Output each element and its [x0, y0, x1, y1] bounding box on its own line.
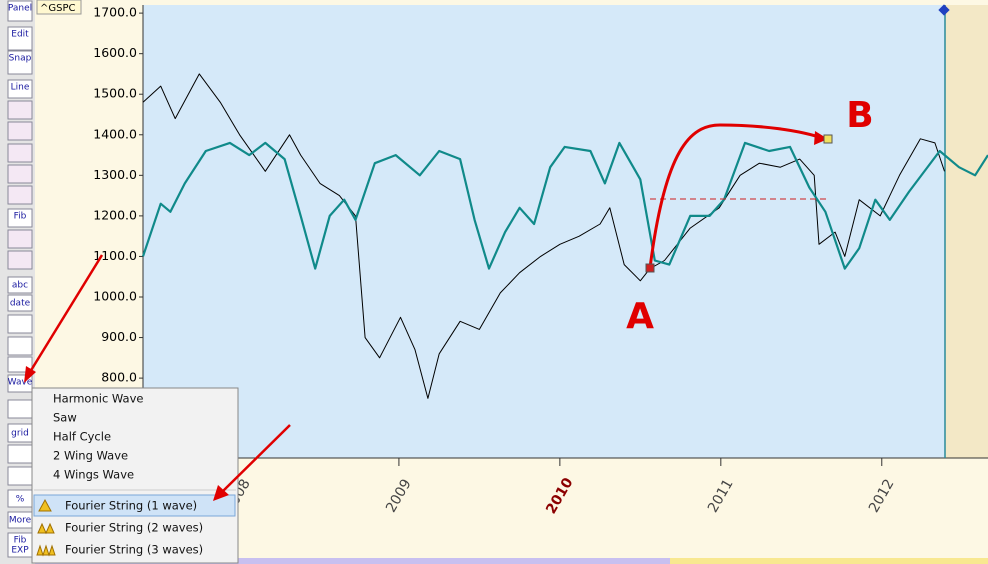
tool-button[interactable]: [7, 250, 33, 270]
y-tick-label: 1600.0: [93, 45, 137, 60]
context-menu: Harmonic Wave Saw Half Cycle 2 Wing Wave…: [31, 387, 239, 564]
annotation: A: [626, 296, 654, 337]
menu-item[interactable]: 4 Wings Wave: [53, 468, 134, 482]
tool-button[interactable]: [7, 229, 33, 249]
tool-button[interactable]: [7, 466, 33, 486]
tool-button[interactable]: [7, 276, 33, 294]
menu-icon: [37, 522, 55, 535]
point-a: [645, 263, 655, 273]
tool-label: date: [10, 299, 31, 309]
menu-item[interactable]: Fourier String (2 waves): [65, 521, 203, 535]
tool-button[interactable]: [7, 164, 33, 184]
y-tick-label: 1500.0: [93, 86, 137, 101]
pointer-arrow: [28, 254, 104, 373]
menu-item[interactable]: Fourier String (3 waves): [65, 543, 203, 557]
tool-button[interactable]: [7, 26, 33, 51]
tool-button[interactable]: [7, 79, 33, 99]
menu-item[interactable]: 2 Wing Wave: [53, 449, 128, 463]
menu-item[interactable]: Saw: [53, 411, 77, 425]
tool-button[interactable]: [7, 314, 33, 334]
plot-area: [143, 5, 945, 458]
tool-button[interactable]: [7, 121, 33, 141]
tool-button[interactable]: [7, 399, 33, 419]
y-tick-label: 800.0: [101, 370, 137, 385]
symbol: ^GSPC: [40, 3, 76, 14]
tool-label: %: [16, 495, 25, 505]
series-line: [142, 73, 945, 399]
pointer-arrow: [221, 424, 291, 493]
tool-label: Wave: [8, 378, 33, 388]
menu-icon: [38, 498, 52, 512]
y-tick-label: 1300.0: [93, 167, 137, 182]
annotation: B: [846, 95, 873, 136]
tool-button[interactable]: [7, 143, 33, 163]
tool-label: Fib: [14, 212, 27, 222]
y-tick-label: 1100.0: [93, 248, 137, 263]
menu-icon: [36, 544, 56, 557]
tool-label: abc: [12, 281, 28, 291]
tool-button[interactable]: [7, 336, 33, 356]
menu-item[interactable]: Fourier String (1 wave): [65, 499, 197, 513]
symbol-box: [36, 0, 82, 15]
tool-label: More: [9, 516, 32, 526]
menu-highlight: [33, 494, 236, 517]
future-area: [945, 5, 988, 458]
y-tick-label: 900.0: [101, 329, 137, 344]
tool-button[interactable]: [7, 50, 33, 75]
y-tick-label: 1400.0: [93, 126, 137, 141]
y-tick-label: 1200.0: [93, 207, 137, 222]
series-line: [141, 141, 988, 270]
tool-button[interactable]: [7, 208, 33, 228]
scroll-thumb[interactable]: [670, 558, 988, 564]
tool-label: Panel: [8, 4, 32, 14]
arrow-head: [213, 485, 229, 501]
tool-label: grid: [11, 429, 29, 439]
menu-bg: [31, 387, 239, 564]
tool-label: Snap: [9, 54, 32, 64]
tool-label: Line: [11, 83, 30, 93]
y-tick-label: 1000.0: [93, 288, 137, 303]
tool-label: EXP: [11, 546, 29, 556]
tool-button[interactable]: [7, 532, 33, 558]
tool-button[interactable]: [7, 0, 33, 22]
tool-label: Edit: [11, 30, 29, 40]
tool-label: Fib: [14, 536, 27, 546]
toolbar: Panel Edit Snap Line Fib abc date Wave g…: [0, 0, 35, 564]
arrow-head: [814, 131, 828, 145]
menu-item[interactable]: Harmonic Wave: [53, 392, 143, 406]
tool-button[interactable]: [7, 185, 33, 205]
y-tick-label: 1700.0: [93, 5, 137, 20]
tool-button[interactable]: [7, 294, 33, 312]
arrow-head: [24, 366, 36, 383]
tool-button[interactable]: [7, 444, 33, 464]
scroll-track: [0, 558, 670, 564]
menu-item[interactable]: Half Cycle: [53, 430, 111, 444]
point-b: [823, 134, 833, 144]
curve-arrow: [648, 123, 826, 269]
tool-button[interactable]: [7, 100, 33, 120]
